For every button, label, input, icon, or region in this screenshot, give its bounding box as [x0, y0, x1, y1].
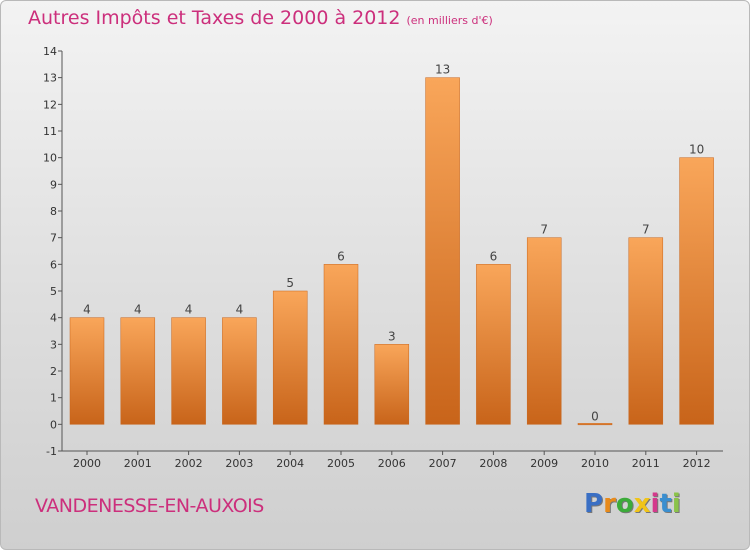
bar-2005 [323, 264, 359, 425]
bar-2012 [679, 157, 714, 425]
x-tick-label: 2003 [225, 457, 253, 470]
value-label-2008: 6 [490, 249, 498, 263]
logo-letter: i [671, 489, 681, 519]
y-tick-label: 2 [50, 365, 57, 378]
proxiti-logo: Proxiti [584, 489, 681, 519]
value-label-2010: 0 [591, 409, 599, 423]
logo-letter: P [584, 489, 604, 519]
bar-2011 [628, 237, 664, 425]
x-tick-label: 2005 [327, 457, 355, 470]
y-tick-label: 3 [50, 338, 57, 351]
x-tick-label: 2012 [683, 457, 711, 470]
x-tick-label: 2000 [73, 457, 101, 470]
bars [69, 77, 714, 426]
logo-letter: x [633, 489, 651, 519]
logo-letter: o [615, 489, 634, 519]
bar-2009 [526, 237, 562, 425]
logo-letter: i [650, 489, 660, 519]
y-tick-label: 8 [50, 205, 57, 218]
commune-name: VANDENESSE-EN-AUXOIS [35, 495, 264, 517]
y-tick-label: 0 [50, 418, 57, 431]
bar-2004 [272, 290, 308, 425]
y-tick-label: 9 [50, 178, 57, 191]
y-tick-label: 14 [43, 45, 57, 58]
logo-letter: t [659, 489, 672, 519]
bar-2007 [425, 77, 460, 425]
y-tick-label: 10 [43, 152, 57, 165]
value-label-2004: 5 [286, 276, 294, 290]
y-tick-label: 7 [50, 232, 57, 245]
chart-title: Autres Impôts et Taxes de 2000 à 2012 (en… [28, 7, 493, 29]
bar-2001 [120, 317, 156, 425]
x-tick-label: 2009 [530, 457, 558, 470]
y-tick-label: 13 [43, 72, 57, 85]
x-tick-label: 2007 [429, 457, 457, 470]
value-label-2012: 10 [689, 143, 704, 157]
logo-letter: r [603, 489, 616, 519]
bar-2010 [577, 423, 613, 426]
bar-2008 [476, 264, 511, 425]
bar-2000 [69, 317, 105, 425]
y-tick-label: 6 [50, 258, 57, 271]
value-label-2001: 4 [134, 303, 142, 317]
y-tick-label: 12 [43, 98, 57, 111]
value-label-2007: 13 [435, 63, 450, 77]
x-tick-label: 2002 [175, 457, 203, 470]
value-label-2003: 4 [236, 303, 244, 317]
x-tick-label: 2004 [276, 457, 304, 470]
x-tick-label: 2008 [479, 457, 507, 470]
value-label-2009: 7 [540, 223, 548, 237]
bar-2006 [374, 344, 410, 425]
y-tick-label: -1 [46, 445, 57, 458]
x-tick-label: 2001 [124, 457, 152, 470]
value-labels: 4 4 4 4 5 6 3 13 6 7 0 7 10 [83, 63, 704, 424]
bar-2002 [171, 317, 206, 425]
bar-2003 [222, 317, 257, 425]
value-label-2011: 7 [642, 223, 650, 237]
y-tick-label: 11 [43, 125, 57, 138]
x-tick-label: 2011 [632, 457, 660, 470]
x-tick-label: 2006 [378, 457, 406, 470]
y-tick-label: 4 [50, 312, 57, 325]
value-label-2006: 3 [388, 329, 396, 343]
value-label-2005: 6 [337, 249, 345, 263]
value-label-2002: 4 [185, 303, 193, 317]
chart-title-text: Autres Impôts et Taxes de 2000 à 2012 [28, 7, 401, 29]
x-tick-label: 2010 [581, 457, 609, 470]
y-tick-label: 5 [50, 285, 57, 298]
y-tick-label: 1 [50, 392, 57, 405]
value-label-2000: 4 [83, 303, 91, 317]
unit-note: (en milliers d'€) [406, 14, 493, 27]
